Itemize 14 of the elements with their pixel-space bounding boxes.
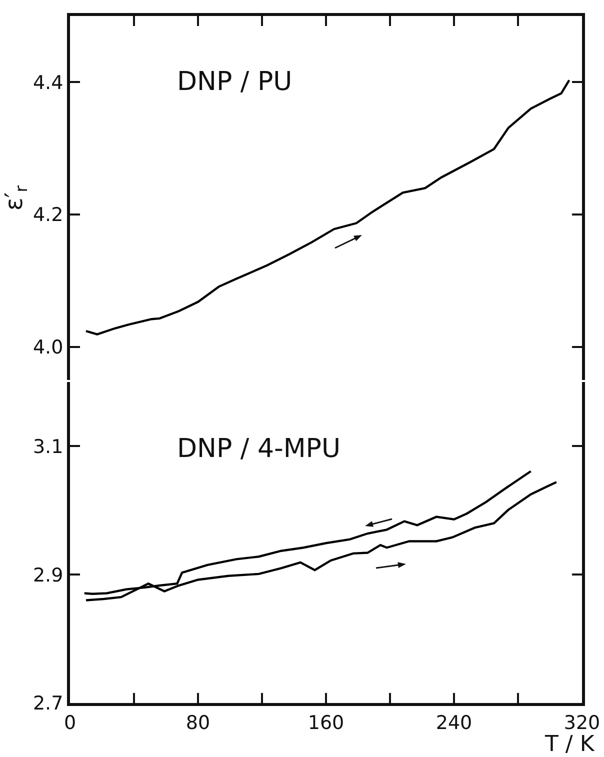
x-tick-label: 0 [64,712,76,734]
y-tick-label: 2.9 [32,564,64,586]
x-tick-label: 320 [564,712,600,734]
y-tick-label: 4.2 [32,204,64,226]
x-axis-title: T / K [544,732,595,757]
x-tick-label: 240 [436,712,472,734]
x-tick-label: 80 [186,712,210,734]
y-tick-label: 3.1 [32,436,64,458]
annotation: DNP / 4-MPU [177,434,341,464]
y-tick-label: 2.7 [32,692,64,715]
y-tick-label: 4.4 [32,72,64,94]
x-tick-label: 160 [308,712,344,734]
annotation: DNP / PU [177,67,292,97]
y-tick-label: 4.0 [32,336,64,359]
